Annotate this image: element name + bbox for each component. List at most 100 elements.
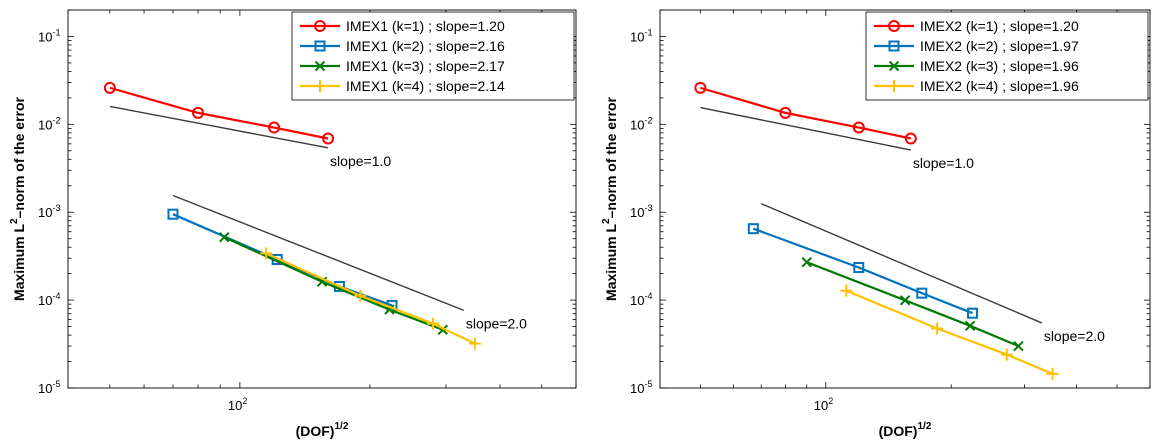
y-tick-label-base: 10 xyxy=(38,293,52,308)
legend: IMEX1 (k=1) ; slope=1.20 IMEX1 (k=2) ; sl… xyxy=(291,11,575,101)
legend-item: IMEX1 (k=1) ; slope=1.20 xyxy=(300,18,505,34)
y-tick-label-exp: -1 xyxy=(644,27,652,37)
y-axis-label-prefix: Maximum L xyxy=(11,224,27,301)
y-axis-label-exp: 2 xyxy=(601,218,612,224)
series-line xyxy=(806,261,1019,348)
legend-item: IMEX1 (k=3) ; slope=2.17 xyxy=(300,58,505,74)
reference-line-label: slope=1.0 xyxy=(330,153,391,169)
data-point xyxy=(852,121,865,134)
data-point xyxy=(314,40,326,52)
data-point xyxy=(931,322,944,335)
data-point xyxy=(167,208,179,220)
reference-line-label: slope=2.0 xyxy=(1044,328,1105,344)
x-tick-label: 102 xyxy=(814,396,833,413)
y-tick-label-exp: -4 xyxy=(52,291,60,301)
x-tick-label-exp: 2 xyxy=(242,396,247,406)
y-tick-label-exp: -5 xyxy=(52,379,60,389)
x-tick-label-base: 10 xyxy=(814,398,828,413)
data-point xyxy=(468,337,481,350)
data-point xyxy=(888,60,900,72)
data-point xyxy=(322,132,335,145)
data-point xyxy=(899,295,911,306)
legend-item: IMEX1 (k=4) ; slope=2.14 xyxy=(300,78,505,94)
series-line xyxy=(265,252,476,345)
data-point xyxy=(747,223,759,235)
y-axis-label: Maximum L2–norm of the error xyxy=(9,96,27,300)
legend-item: IMEX2 (k=4) ; slope=1.96 xyxy=(874,78,1079,94)
data-point xyxy=(103,81,116,94)
y-axis-label-suffix: –norm of the error xyxy=(11,96,27,218)
legend-item: IMEX2 (k=1) ; slope=1.20 xyxy=(874,18,1079,34)
legend-item: IMEX1 (k=2) ; slope=2.16 xyxy=(300,38,505,54)
series-line xyxy=(752,227,973,315)
y-tick-label: 10-4 xyxy=(630,291,652,308)
legend-item: IMEX2 (k=2) ; slope=1.97 xyxy=(874,38,1079,54)
reference-line-label: slope=2.0 xyxy=(466,315,527,331)
data-point xyxy=(316,276,328,287)
series-4 xyxy=(260,247,481,350)
y-tick-label-base: 10 xyxy=(630,293,644,308)
data-point xyxy=(1046,367,1059,380)
y-tick-label: 10-2 xyxy=(38,115,60,132)
data-point xyxy=(779,106,792,119)
x-axis-label-exp: 1/2 xyxy=(917,421,931,432)
y-tick-label-base: 10 xyxy=(630,381,644,396)
y-tick-label-base: 10 xyxy=(630,117,644,132)
y-axis-label-exp: 2 xyxy=(9,218,20,224)
data-point xyxy=(694,81,707,94)
y-tick-label-exp: -4 xyxy=(644,291,652,301)
y-tick-label-exp: -2 xyxy=(644,115,652,125)
data-point xyxy=(192,106,205,119)
data-point xyxy=(967,307,979,319)
series-4 xyxy=(840,284,1059,380)
legend-label: IMEX1 (k=2) ; slope=2.16 xyxy=(346,38,505,54)
x-axis-label-exp: 1/2 xyxy=(334,421,348,432)
y-axis-label-prefix: Maximum L xyxy=(603,224,619,301)
x-tick-label: 102 xyxy=(228,396,247,413)
legend-label: IMEX1 (k=1) ; slope=1.20 xyxy=(346,18,505,34)
y-tick-label-base: 10 xyxy=(630,29,644,44)
y-tick-label: 10-4 xyxy=(38,291,60,308)
legend-label: IMEX1 (k=3) ; slope=2.17 xyxy=(346,58,505,74)
x-axis-label-base: (DOF) xyxy=(296,423,335,439)
data-point xyxy=(219,231,230,243)
data-point xyxy=(801,256,812,268)
data-point xyxy=(916,287,928,299)
y-tick-label-exp: -5 xyxy=(644,379,652,389)
y-tick-label: 10-5 xyxy=(38,379,60,396)
series-line xyxy=(109,86,329,140)
legend-label: IMEX2 (k=3) ; slope=1.96 xyxy=(920,58,1079,74)
y-tick-label-base: 10 xyxy=(38,205,52,220)
plot-area xyxy=(67,9,577,389)
y-tick-label-base: 10 xyxy=(38,29,52,44)
y-axis-label: Maximum L2–norm of the error xyxy=(601,96,619,300)
reference-line-2 xyxy=(760,203,1043,324)
y-tick-label: 10-3 xyxy=(38,203,60,220)
data-point xyxy=(314,60,326,72)
y-tick-label-exp: -2 xyxy=(52,115,60,125)
legend-label: IMEX2 (k=1) ; slope=1.20 xyxy=(920,18,1079,34)
legend-label: IMEX1 (k=4) ; slope=2.14 xyxy=(346,78,505,94)
data-point xyxy=(853,262,865,274)
data-point xyxy=(260,247,273,260)
data-point xyxy=(840,284,853,297)
x-axis-label: (DOF)1/2 xyxy=(296,421,349,439)
data-point xyxy=(1013,340,1024,352)
y-tick-label-base: 10 xyxy=(630,205,644,220)
data-point xyxy=(888,80,900,92)
series-line xyxy=(845,289,1053,375)
plot-area xyxy=(659,9,1151,389)
x-axis-label-base: (DOF) xyxy=(879,423,918,439)
series-3 xyxy=(801,256,1024,352)
series-1 xyxy=(694,81,917,145)
y-tick-label-exp: -1 xyxy=(52,27,60,37)
reference-line-2 xyxy=(172,194,465,311)
y-tick-label: 10-3 xyxy=(630,203,652,220)
data-point xyxy=(268,121,281,134)
reference-line-1 xyxy=(109,105,329,149)
data-point xyxy=(314,20,326,32)
series-2 xyxy=(747,223,979,319)
